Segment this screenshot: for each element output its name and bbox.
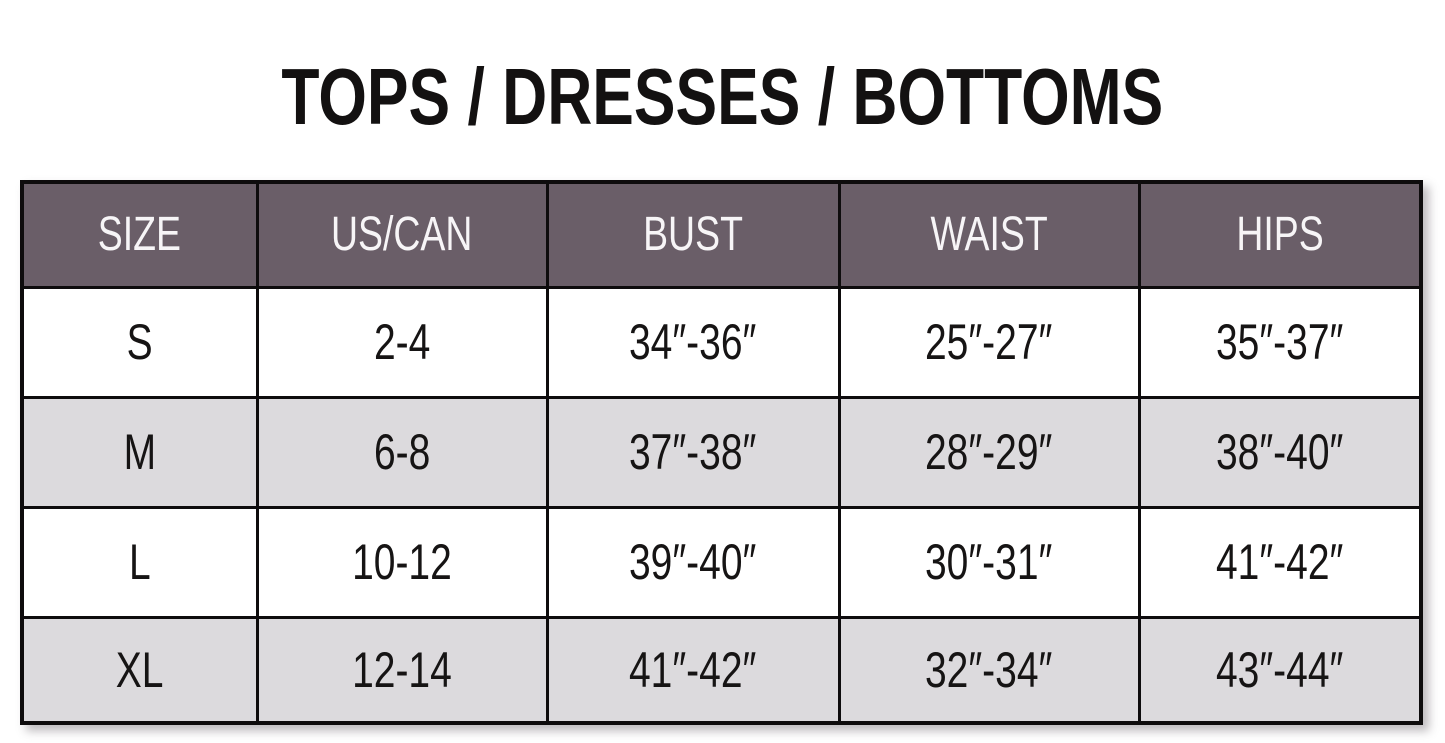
size-cell: M <box>20 395 259 509</box>
waist-value: 28″-29″ <box>925 424 1053 480</box>
header-label-waist: WAIST <box>930 208 1048 262</box>
waist-cell: 25″-27″ <box>837 285 1141 399</box>
header-label-size: SIZE <box>98 208 182 262</box>
header-label-hips: HIPS <box>1236 208 1324 262</box>
bust-cell: 34″-36″ <box>545 285 841 399</box>
size-value: S <box>126 314 153 370</box>
size-value: M <box>123 424 156 480</box>
table-row-s: S 2-4 34″-36″ 25″-27″ 35″-37″ <box>20 285 1423 399</box>
header-label-us-can: US/CAN <box>331 208 473 262</box>
table-header-row: SIZE US/CAN BUST WAIST HIPS <box>20 180 1423 289</box>
hips-value: 38″-40″ <box>1216 424 1344 480</box>
us-can-value: 12-14 <box>352 641 452 698</box>
hips-value: 41″-42″ <box>1216 534 1344 590</box>
us-can-cell: 10-12 <box>255 505 549 619</box>
bust-value: 34″-36″ <box>629 314 757 370</box>
bust-value: 41″-42″ <box>629 641 757 698</box>
page-title: TOPS / DRESSES / BOTTOMS <box>0 57 1445 137</box>
bust-value: 37″-38″ <box>629 424 757 480</box>
table-row-xl: XL 12-14 41″-42″ 32″-34″ 43″-44″ <box>20 615 1423 725</box>
us-can-value: 10-12 <box>352 534 452 590</box>
waist-cell: 30″-31″ <box>837 505 1141 619</box>
table-row-l: L 10-12 39″-40″ 30″-31″ 41″-42″ <box>20 505 1423 619</box>
header-cell-hips: HIPS <box>1137 180 1423 289</box>
bust-value: 39″-40″ <box>629 534 757 590</box>
us-can-value: 2-4 <box>373 314 431 370</box>
waist-cell: 28″-29″ <box>837 395 1141 509</box>
hips-value: 43″-44″ <box>1216 641 1344 698</box>
header-cell-bust: BUST <box>545 180 841 289</box>
us-can-cell: 12-14 <box>255 615 549 725</box>
header-cell-waist: WAIST <box>837 180 1141 289</box>
header-cell-us-can: US/CAN <box>255 180 549 289</box>
header-label-bust: BUST <box>643 208 743 262</box>
size-value: L <box>128 534 151 590</box>
size-cell: XL <box>20 615 259 725</box>
hips-value: 35″-37″ <box>1216 314 1344 370</box>
hips-cell: 35″-37″ <box>1137 285 1423 399</box>
size-chart-table: SIZE US/CAN BUST WAIST HIPS S 2-4 34″-36… <box>20 180 1423 725</box>
size-value: XL <box>115 641 164 698</box>
us-can-value: 6-8 <box>373 424 431 480</box>
page-title-text: TOPS / DRESSES / BOTTOMS <box>281 52 1164 141</box>
bust-cell: 37″-38″ <box>545 395 841 509</box>
bust-cell: 39″-40″ <box>545 505 841 619</box>
header-cell-size: SIZE <box>20 180 259 289</box>
hips-cell: 43″-44″ <box>1137 615 1423 725</box>
size-cell: L <box>20 505 259 619</box>
waist-value: 25″-27″ <box>925 314 1053 370</box>
us-can-cell: 2-4 <box>255 285 549 399</box>
us-can-cell: 6-8 <box>255 395 549 509</box>
bust-cell: 41″-42″ <box>545 615 841 725</box>
waist-value: 32″-34″ <box>925 641 1053 698</box>
size-cell: S <box>20 285 259 399</box>
hips-cell: 41″-42″ <box>1137 505 1423 619</box>
hips-cell: 38″-40″ <box>1137 395 1423 509</box>
waist-value: 30″-31″ <box>925 534 1053 590</box>
table-row-m: M 6-8 37″-38″ 28″-29″ 38″-40″ <box>20 395 1423 509</box>
waist-cell: 32″-34″ <box>837 615 1141 725</box>
